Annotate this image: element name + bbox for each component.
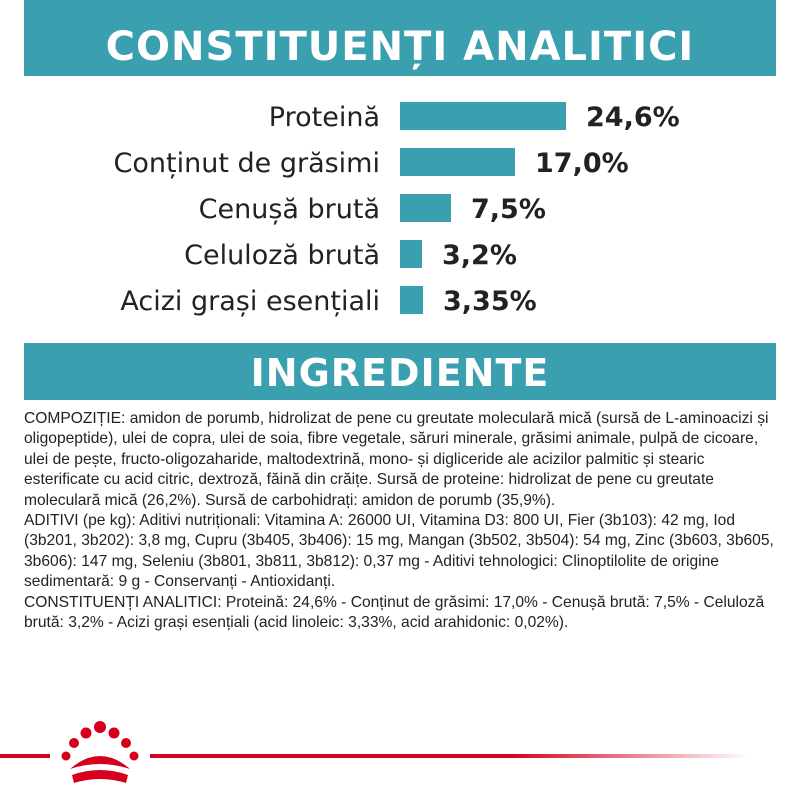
chart-value-label: 3,35% — [443, 286, 537, 317]
chart-category-label: Proteină — [268, 102, 380, 133]
footer-red-line-right — [150, 754, 750, 758]
chart-row: Conținut de grăsimi 17,0% — [0, 141, 800, 187]
chart-bar — [400, 194, 451, 222]
chart-row: Celuloză brută 3,2% — [0, 233, 800, 279]
chart-value-label: 7,5% — [471, 194, 546, 225]
analytical-constituents-chart: Proteină 24,6% Conținut de grăsimi 17,0% Cen… — [0, 95, 800, 325]
chart-value-label: 17,0% — [535, 148, 629, 179]
chart-bar — [400, 148, 515, 176]
chart-bar — [400, 240, 422, 268]
chart-bar — [400, 102, 566, 130]
additives-paragraph: ADITIVI (pe kg): Aditivi nutriționali: V… — [24, 512, 774, 591]
footer — [0, 705, 800, 800]
chart-value-label: 3,2% — [442, 240, 517, 271]
ingredients-banner: INGREDIENTE — [24, 343, 776, 400]
chart-category-label: Celuloză brută — [184, 240, 380, 271]
chart-category-label: Cenușă brută — [198, 194, 380, 225]
analytical-constituents-title: CONSTITUENȚI ANALITICI — [105, 24, 695, 70]
ingredients-text: COMPOZIȚIE: amidon de porumb, hidrolizat… — [24, 409, 776, 633]
chart-row: Acizi grași esențiali 3,35% — [0, 279, 800, 325]
chart-row: Proteină 24,6% — [0, 95, 800, 141]
chart-value-label: 24,6% — [586, 102, 680, 133]
composition-paragraph: COMPOZIȚIE: amidon de porumb, hidrolizat… — [24, 410, 769, 509]
footer-red-line-left — [0, 754, 50, 758]
analytical-constituents-banner: CONSTITUENȚI ANALITICI — [24, 0, 776, 76]
chart-row: Cenușă brută 7,5% — [0, 187, 800, 233]
chart-category-label: Acizi grași esențiali — [120, 286, 380, 317]
crown-logo-icon — [61, 721, 139, 783]
ingredients-title: INGREDIENTE — [250, 351, 550, 395]
chart-bar — [400, 286, 423, 314]
constituents-paragraph: CONSTITUENȚI ANALITICI: Proteină: 24,6% … — [24, 593, 765, 632]
chart-category-label: Conținut de grăsimi — [113, 148, 380, 179]
